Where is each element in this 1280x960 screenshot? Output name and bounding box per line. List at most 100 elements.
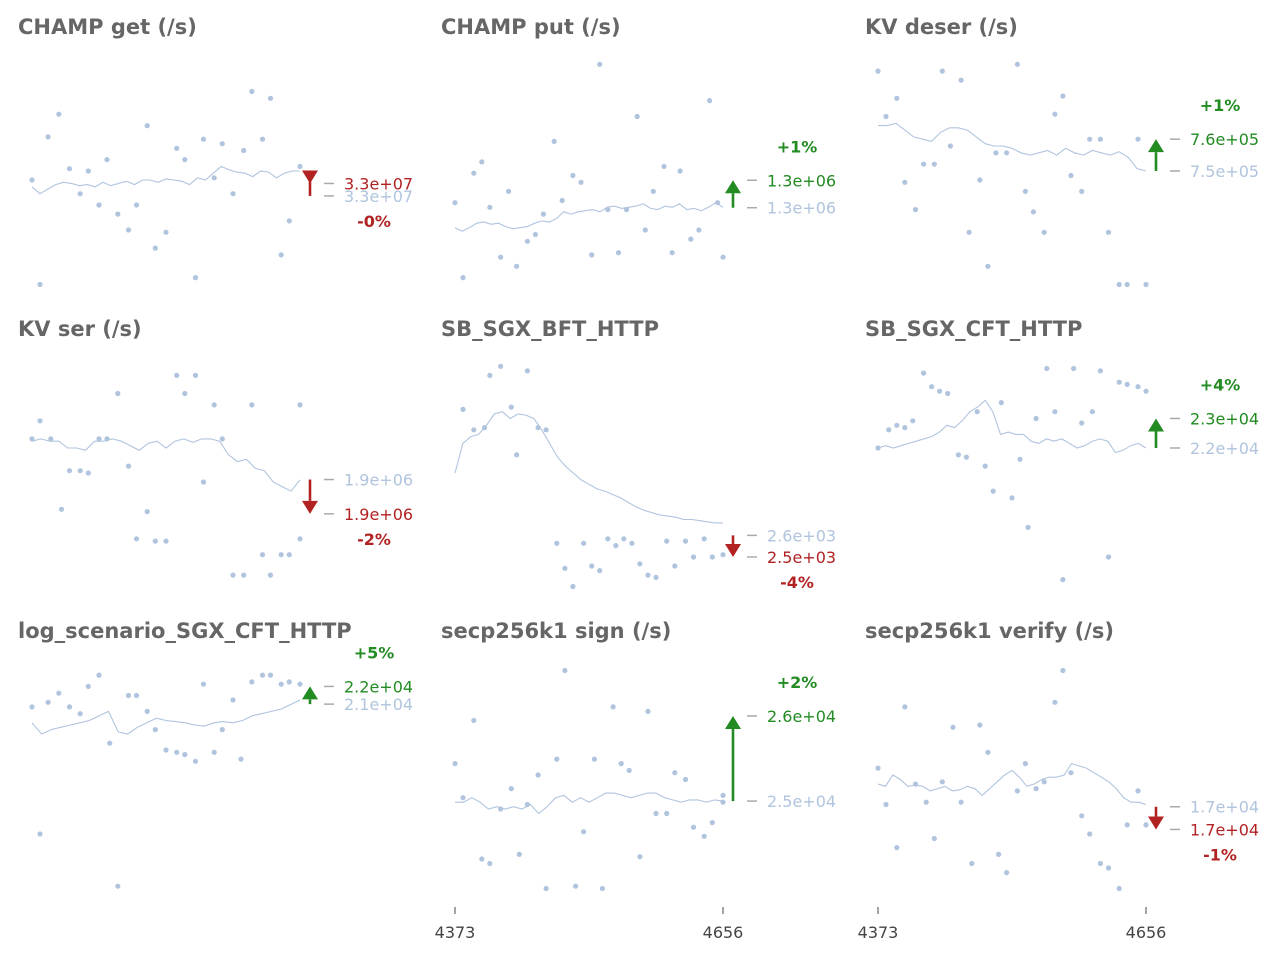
data-point	[249, 402, 255, 408]
data-point	[589, 252, 595, 258]
data-point	[958, 77, 964, 83]
data-point	[1033, 415, 1039, 422]
data-point	[613, 543, 619, 549]
data-point	[945, 390, 951, 397]
data-point	[923, 799, 929, 805]
data-point	[677, 168, 683, 174]
baseline-value-label: 2.2e+04	[1190, 439, 1259, 458]
change-percent-label: -1%	[1203, 845, 1237, 864]
data-point	[144, 509, 150, 515]
data-point	[1105, 554, 1112, 560]
data-point	[902, 179, 908, 185]
data-point	[219, 141, 225, 147]
data-point	[996, 851, 1002, 858]
data-point	[875, 68, 881, 74]
data-point	[66, 468, 73, 474]
data-point	[990, 488, 996, 494]
data-point	[286, 552, 292, 558]
data-point	[1116, 379, 1122, 385]
data-point	[58, 506, 65, 512]
change-percent-label: +1%	[1200, 96, 1241, 115]
data-point	[1014, 61, 1021, 67]
data-point	[163, 229, 169, 235]
data-point	[144, 708, 150, 715]
data-point	[931, 161, 937, 167]
change-percent-label: +5%	[354, 643, 395, 662]
data-point	[664, 810, 670, 817]
data-point	[238, 756, 244, 762]
data-point	[977, 722, 983, 728]
change-arrow-head	[1148, 418, 1164, 432]
trend-line	[877, 762, 1147, 806]
data-point	[56, 690, 62, 696]
data-point	[1060, 667, 1066, 674]
data-point	[133, 202, 140, 208]
data-point	[682, 538, 689, 544]
data-point	[1143, 822, 1149, 828]
data-point	[1079, 420, 1085, 426]
data-point	[912, 207, 919, 213]
change-arrow-head	[725, 180, 741, 194]
data-point	[514, 452, 520, 458]
data-point	[570, 583, 576, 590]
data-point	[543, 885, 549, 892]
data-point	[672, 770, 678, 776]
data-point	[720, 254, 726, 260]
data-point	[963, 454, 970, 460]
panel-title: SB_SGX_BFT_HTTP	[441, 317, 659, 341]
data-point	[267, 572, 274, 578]
trend-line	[878, 122, 1147, 172]
data-point	[629, 540, 635, 546]
data-point	[993, 150, 999, 156]
data-point	[104, 157, 110, 163]
data-point	[939, 779, 945, 785]
data-point	[85, 683, 91, 690]
data-point	[37, 281, 43, 288]
trend-line	[454, 411, 723, 524]
data-point	[642, 227, 648, 233]
data-point	[1087, 136, 1093, 142]
baseline-value-label: 2.6e+03	[767, 526, 836, 545]
data-point	[460, 795, 466, 801]
change-arrow-head	[302, 686, 318, 700]
data-point	[610, 704, 616, 710]
data-point	[696, 227, 702, 233]
data-point	[581, 540, 587, 546]
data-point	[709, 820, 715, 826]
data-point	[570, 172, 576, 179]
data-point	[508, 404, 514, 410]
data-point	[701, 833, 707, 839]
data-point	[144, 123, 150, 129]
data-point	[516, 851, 522, 858]
data-point	[1105, 229, 1112, 235]
data-point	[163, 747, 169, 753]
data-point	[200, 479, 207, 485]
data-point	[589, 563, 595, 569]
data-point	[894, 95, 900, 101]
data-point	[894, 422, 900, 428]
x-tick-label: 4656	[703, 923, 744, 942]
baseline-value-label: 7.5e+05	[1190, 162, 1259, 181]
data-point	[479, 159, 485, 165]
panel-8: secp256k1 sign (/s) 2.5e+04 2.6e+04 +2%	[441, 619, 836, 892]
data-point	[637, 854, 643, 860]
data-point	[535, 772, 541, 778]
data-point	[1060, 577, 1066, 583]
data-point	[634, 113, 640, 120]
data-point	[230, 572, 236, 578]
data-point	[452, 761, 458, 767]
data-point	[115, 883, 121, 889]
panel-3: KV deser (/s) 7.5e+05 7.6e+05 +1%	[865, 15, 1259, 288]
data-point	[471, 717, 477, 724]
data-point	[672, 563, 678, 569]
data-point	[701, 536, 707, 542]
data-point	[479, 856, 485, 862]
change-arrow-head	[1148, 139, 1164, 153]
data-point	[664, 538, 670, 544]
data-point	[902, 704, 908, 710]
data-point	[259, 672, 266, 678]
data-point	[56, 111, 62, 117]
data-point	[969, 860, 975, 867]
data-point	[653, 574, 659, 581]
data-point	[487, 204, 493, 210]
